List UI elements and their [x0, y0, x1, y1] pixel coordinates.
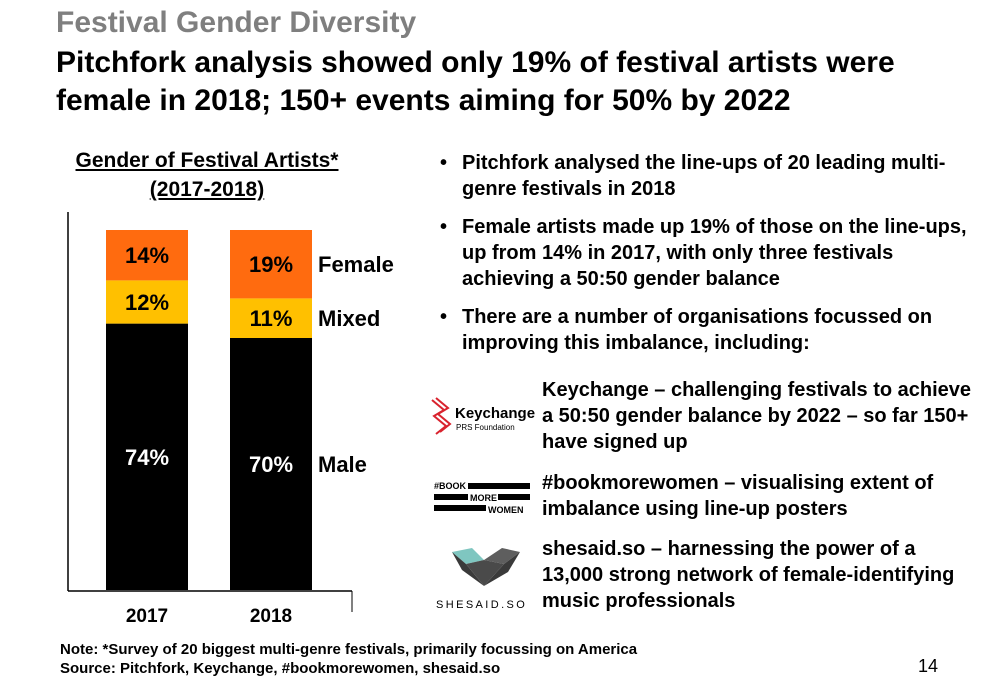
source-text: Source: Pitchfork, Keychange, #bookmorew…: [60, 660, 501, 677]
data-label: 70%: [249, 452, 293, 477]
data-label: 74%: [125, 445, 169, 470]
shesaid-logo: SHESAID.SO: [432, 540, 536, 614]
bookmorewomen-logo: #BOOK MORE WOMEN: [432, 478, 532, 518]
page-number: 14: [918, 656, 939, 676]
keychange-logo-mark: Keychange PRS Foundation: [431, 397, 535, 435]
shesaid-logo-text: SHESAID.SO: [436, 599, 527, 611]
slide-kicker: Festival Gender Diversity: [56, 6, 417, 39]
keychange-logo-text: Keychange: [455, 405, 535, 422]
bookmorewomen-logo-line: WOMEN: [488, 505, 524, 515]
legend-label-female: Female: [318, 252, 394, 277]
bar-segment-male: [230, 338, 312, 590]
data-label: 11%: [250, 306, 293, 331]
bar-segment-mixed: [230, 298, 312, 338]
data-label: 12%: [125, 290, 169, 315]
bookmorewomen-logo-mark: #BOOK MORE WOMEN: [434, 481, 530, 515]
slide-headline: Pitchfork analysis showed only 19% of fe…: [56, 46, 895, 117]
keychange-logo-sub: PRS Foundation: [456, 423, 515, 432]
bookmorewomen-logo-line: #BOOK: [434, 481, 467, 491]
bar-segment-female: [106, 230, 188, 281]
footnote: Note: *Survey of 20 biggest multi-genre …: [60, 640, 637, 678]
x-tick-label: 2018: [250, 606, 292, 627]
chart-title: Gender of Festival Artists* (2017-2018): [75, 149, 339, 201]
bullet-item: Female artists made up 19% of those on t…: [440, 214, 980, 292]
bullet-item: Pitchfork analysed the line-ups of 20 le…: [440, 150, 980, 202]
data-label: 14%: [125, 243, 169, 268]
legend-label-mixed: Mixed: [318, 306, 380, 331]
keychange-logo: Keychange PRS Foundation: [426, 392, 542, 438]
shesaid-logo-mark: SHESAID.SO: [436, 548, 527, 611]
org-shesaid-text: shesaid.so – harnessing the power of a 1…: [542, 538, 955, 612]
bar-segment-female: [230, 230, 312, 299]
bar-segment-male: [106, 323, 188, 590]
org-keychange-text: Keychange – challenging festivals to ach…: [542, 379, 972, 453]
note-text: Note: *Survey of 20 biggest multi-genre …: [60, 641, 638, 658]
data-label: 19%: [249, 252, 293, 277]
bar-segment-mixed: [106, 280, 188, 324]
org-bookmorewomen-text: #bookmorewomen – visualising extent of i…: [542, 472, 934, 520]
bullet-item: There are a number of organisations focu…: [440, 304, 980, 356]
bookmorewomen-logo-line: MORE: [470, 493, 497, 503]
bullet-list: Pitchfork analysed the line-ups of 20 le…: [440, 150, 980, 368]
x-tick-label: 2017: [126, 606, 168, 627]
legend-label-male: Male: [318, 452, 367, 477]
